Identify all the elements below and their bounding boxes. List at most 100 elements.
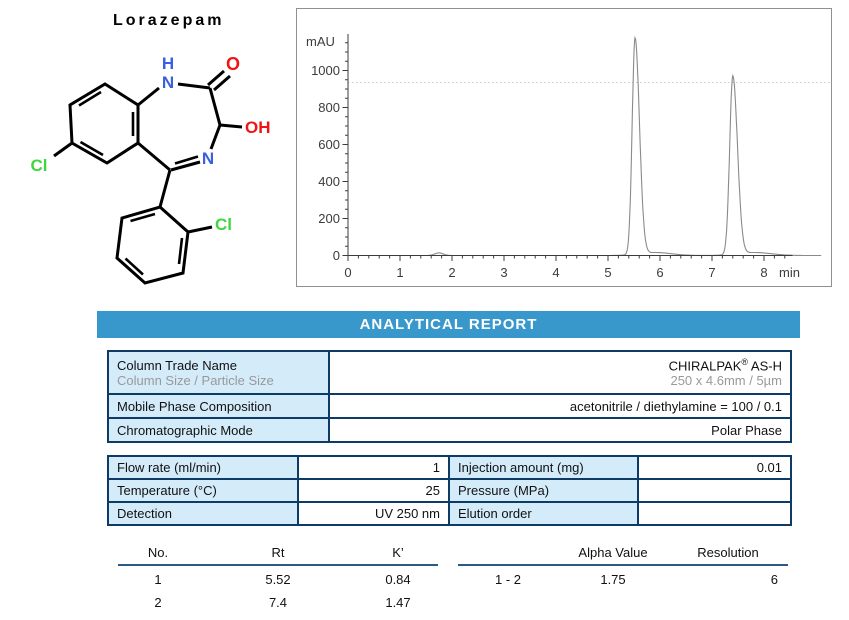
chromatographic-mode-value-cell: Polar Phase xyxy=(328,417,792,443)
column-trade-name-label-cell: Column Trade Name Column Size / Particle… xyxy=(107,350,330,395)
x-tick-label: 3 xyxy=(500,265,507,280)
table-row: Chromatographic Mode Polar Phase xyxy=(107,417,792,443)
stats-header-row: Alpha Value Resolution xyxy=(458,543,788,566)
temperature-label-cell: Temperature (°C) xyxy=(107,478,299,503)
table-row: Flow rate (ml/min) 1 Injection amount (m… xyxy=(107,455,792,480)
amide-n-label: N xyxy=(162,73,174,92)
elution-order-label-cell: Elution order xyxy=(448,501,639,526)
y-tick-label: 1000 xyxy=(311,63,340,78)
n4-c5-double-bond xyxy=(170,160,201,172)
peak-stats-table: No. Rt K’ 1 5.52 0.84 2 7.4 1.47 xyxy=(118,543,438,612)
peak-no: 1 xyxy=(154,572,162,587)
chlorine-right-label: Cl xyxy=(215,215,232,234)
compound-title: Lorazepam xyxy=(113,12,225,29)
column-info-table: Column Trade Name Column Size / Particle… xyxy=(107,350,792,443)
temperature-value-cell: 25 xyxy=(297,478,450,503)
bond-skeleton xyxy=(53,69,243,285)
alpha-value: 1.75 xyxy=(600,572,626,587)
peak-kprime: 1.47 xyxy=(385,595,411,610)
table-row: Temperature (°C) 25 Pressure (MPa) xyxy=(107,478,792,503)
detection-value-cell: UV 250 nm xyxy=(297,501,450,526)
flow-rate-label-cell: Flow rate (ml/min) xyxy=(107,455,299,480)
stats-header-row: No. Rt K’ xyxy=(118,543,438,566)
chart-frame xyxy=(296,8,832,287)
alpha-header: Alpha Value xyxy=(558,543,668,566)
x-tick-label: 6 xyxy=(656,265,663,280)
model-text: AS-H xyxy=(748,358,782,374)
chlorine-left-label: Cl xyxy=(31,156,48,175)
resolution-header: Resolution xyxy=(668,543,788,566)
brand-text: CHIRALPAK xyxy=(668,358,742,374)
elution-order-value-cell xyxy=(637,501,792,526)
y-axis-unit-label: mAU xyxy=(306,34,335,49)
y-tick-label: 400 xyxy=(318,174,340,189)
column-trade-name-value: CHIRALPAK® AS-H xyxy=(338,357,782,373)
flow-rate-value-cell: 1 xyxy=(297,455,450,480)
peak-rt: 7.4 xyxy=(268,595,288,610)
c2-o-double-bond xyxy=(207,69,225,87)
rt-header: Rt xyxy=(198,543,358,566)
c-cl-bond xyxy=(53,141,73,158)
y-tick-label: 0 xyxy=(333,248,340,263)
n1-c2-bond xyxy=(177,82,211,90)
carbonyl-o-label: O xyxy=(226,54,240,74)
chlorophenyl-ring xyxy=(115,205,190,285)
label-sub: Column Size / Particle Size xyxy=(117,372,274,388)
c2-o-double-bond xyxy=(213,74,231,92)
c-n1-bond xyxy=(137,86,160,107)
c2-c3-bond xyxy=(208,87,222,126)
no-header: No. xyxy=(118,543,198,566)
peak-pair: 1 - 2 xyxy=(494,572,521,587)
peak-kprime: 0.84 xyxy=(385,572,411,587)
mobile-phase-label-cell: Mobile Phase Composition xyxy=(107,393,330,419)
amide-h-label: H xyxy=(162,54,174,73)
x-unit-label: min xyxy=(779,265,800,280)
c5-phenyl-bond xyxy=(158,169,172,208)
hydroxyl-label: OH xyxy=(245,118,271,137)
x-tick-label: 4 xyxy=(552,265,559,280)
column-trade-name-value-cell: CHIRALPAK® AS-H 250 x 4.6mm / 5µm xyxy=(328,350,792,395)
table-row: 1 5.52 0.84 xyxy=(118,565,438,589)
x-tick-label: 2 xyxy=(448,265,455,280)
table-row: 1 - 2 1.75 6 xyxy=(458,565,788,589)
y-tick-label: 800 xyxy=(318,100,340,115)
x-tick-label: 1 xyxy=(396,265,403,280)
chromatogram-chart: 0 200 400 600 800 1000 0 1 2 3 4 5 6 7 8 min mAU xyxy=(296,8,832,287)
analytical-report-banner: ANALYTICAL REPORT xyxy=(97,311,800,338)
aromatic-inner-bond xyxy=(79,140,104,157)
table-row: Mobile Phase Composition acetonitrile / … xyxy=(107,393,792,419)
y-tick-label: 600 xyxy=(318,137,340,152)
banner-title: ANALYTICAL REPORT xyxy=(359,316,538,333)
column-size-value: 250 x 4.6mm / 5µm xyxy=(670,373,782,389)
x-tick-label: 7 xyxy=(708,265,715,280)
x-tick-label: 0 xyxy=(344,265,351,280)
chromatographic-mode-label-cell: Chromatographic Mode xyxy=(107,417,330,443)
table-row: Detection UV 250 nm Elution order xyxy=(107,501,792,526)
aromatic-inner-bond xyxy=(177,237,184,265)
pressure-value-cell xyxy=(637,478,792,503)
kprime-header: K’ xyxy=(358,543,438,566)
imine-n-label: N xyxy=(202,149,214,168)
label-main: Column Trade Name xyxy=(117,357,237,373)
aromatic-inner-bond xyxy=(78,90,102,107)
aromatic-inner-bond xyxy=(124,257,144,276)
separation-stats-table: Alpha Value Resolution 1 - 2 1.75 6 xyxy=(458,543,788,589)
mobile-phase-value-cell: acetonitrile / diethylamine = 100 / 0.1 xyxy=(328,393,792,419)
injection-amount-label-cell: Injection amount (mg) xyxy=(448,455,639,480)
c-cl-bond xyxy=(187,225,213,234)
c3-n4-bond xyxy=(209,124,222,150)
peak-rt: 5.52 xyxy=(265,572,291,587)
x-tick-label: 5 xyxy=(604,265,611,280)
aromatic-inner-bond xyxy=(130,212,156,223)
pair-header xyxy=(458,543,558,566)
c5-ring-bond xyxy=(137,141,171,172)
x-tick-label: 8 xyxy=(760,265,767,280)
chart-axis-labels: 0 200 400 600 800 1000 0 1 2 3 4 5 6 7 8 min mAU xyxy=(306,34,800,280)
c3-oh-bond xyxy=(219,123,243,129)
benzene-ring xyxy=(68,82,140,165)
injection-amount-value-cell: 0.01 xyxy=(637,455,792,480)
table-row: Column Trade Name Column Size / Particle… xyxy=(107,350,792,395)
chart-axes xyxy=(342,34,793,261)
registered-mark: ® xyxy=(741,356,749,367)
pressure-label-cell: Pressure (MPa) xyxy=(448,478,639,503)
